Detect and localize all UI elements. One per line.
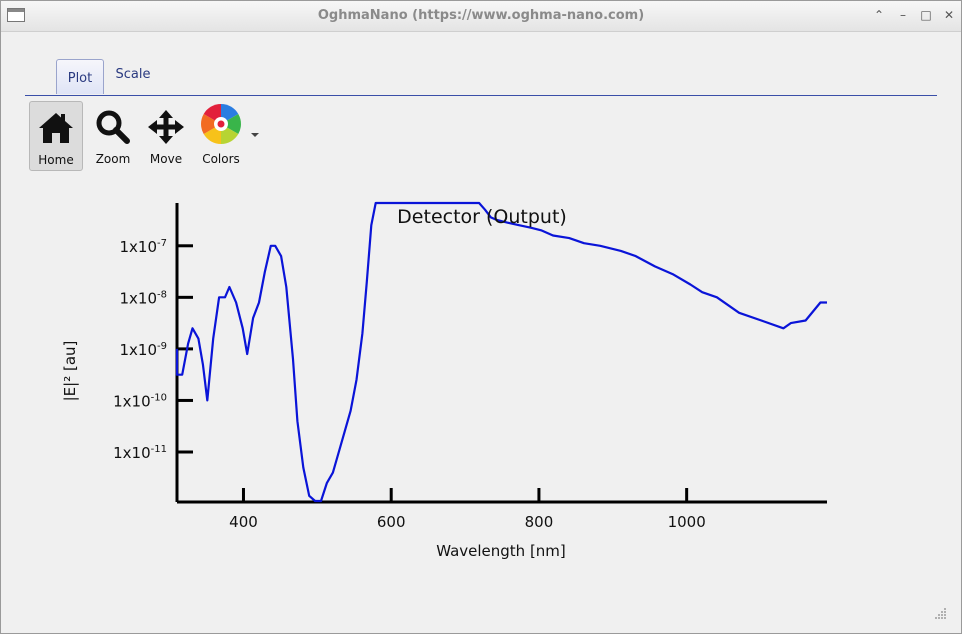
y-tick-exponent: -7 — [157, 238, 167, 249]
x-tick-label: 1000 — [668, 513, 706, 531]
home-label: Home — [38, 153, 74, 167]
x-tick-label: 400 — [229, 513, 258, 531]
colors-dropdown-arrow-icon[interactable] — [251, 133, 259, 137]
minimize-icon[interactable]: – — [900, 8, 906, 22]
x-tick-label: 600 — [377, 513, 406, 531]
resize-grip-icon[interactable] — [935, 607, 947, 619]
x-axis-ticks: 400 600 800 1000 — [229, 488, 706, 531]
y-tick-label: 1x10-11 — [113, 444, 167, 462]
detector-plot[interactable]: 1x10-11 1x10-10 1x10-9 1x10-8 1x10-7 400 600 8… — [41, 191, 841, 571]
y-tick-label: 1x10-7 — [120, 238, 168, 256]
y-tick-exponent: -11 — [151, 444, 167, 455]
tab-bar: Plot Scale — [25, 59, 937, 96]
y-tick-exponent: -8 — [157, 289, 167, 300]
plot-axes — [175, 203, 827, 504]
y-axis-label: |E|² [au] — [61, 341, 79, 402]
y-tick-label: 1x10-9 — [120, 341, 168, 359]
zoom-icon — [96, 110, 130, 144]
move-button[interactable]: Move — [139, 101, 193, 171]
chart-title: Detector (Output) — [397, 206, 567, 228]
move-icon — [148, 110, 184, 144]
zoom-button[interactable]: Zoom — [86, 101, 140, 171]
colors-label: Colors — [202, 152, 240, 166]
home-icon — [39, 113, 73, 143]
x-tick-label: 800 — [525, 513, 554, 531]
close-icon[interactable]: ✕ — [943, 8, 955, 22]
y-tick-exponent: -10 — [151, 392, 167, 403]
series-line — [175, 201, 827, 503]
zoom-label: Zoom — [95, 152, 131, 166]
window-title: OghmaNano (https://www.oghma-nano.com) — [317, 8, 645, 23]
y-tick-label: 1x10-8 — [120, 289, 168, 307]
maximize-icon[interactable]: □ — [920, 8, 932, 22]
move-label: Move — [149, 152, 183, 166]
chevron-up-icon[interactable]: ⌃ — [873, 8, 885, 22]
home-button[interactable]: Home — [29, 101, 83, 171]
tab-plot[interactable]: Plot — [56, 59, 104, 94]
colors-button[interactable]: Colors — [194, 101, 248, 171]
plot-toolbar: Home Zoom Move — [29, 101, 289, 173]
color-wheel-icon — [201, 104, 241, 144]
y-axis-ticks: 1x10-11 1x10-10 1x10-9 1x10-8 1x10-7 — [113, 238, 193, 462]
x-axis-label: Wavelength [nm] — [436, 542, 566, 560]
y-tick-exponent: -9 — [157, 341, 167, 352]
y-tick-label: 1x10-10 — [113, 392, 167, 410]
title-bar[interactable]: OghmaNano (https://www.oghma-nano.com) ⌃… — [1, 1, 961, 32]
window-icon — [7, 8, 25, 22]
tab-scale[interactable]: Scale — [115, 67, 151, 82]
